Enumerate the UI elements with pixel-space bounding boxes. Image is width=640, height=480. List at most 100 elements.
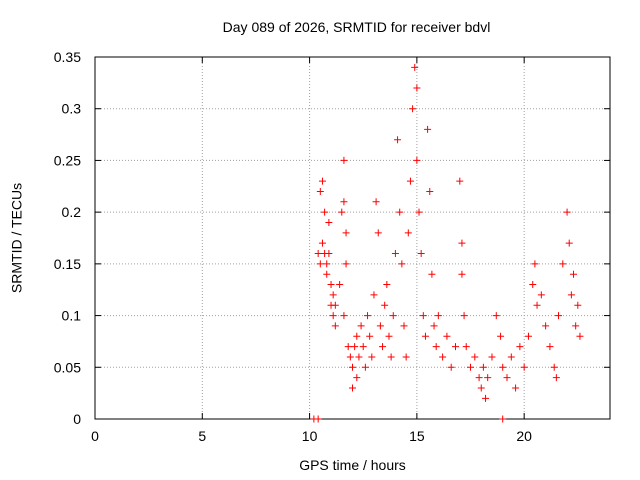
data-point <box>391 250 399 258</box>
data-point <box>559 260 567 268</box>
chart-title: Day 089 of 2026, SRMTID for receiver bdv… <box>223 19 491 35</box>
data-point <box>400 322 408 330</box>
y-tick-label: 0.1 <box>62 308 82 324</box>
data-point <box>344 343 352 351</box>
data-point <box>563 208 571 216</box>
data-point <box>439 353 447 361</box>
data-point <box>432 343 440 351</box>
data-point <box>381 301 389 309</box>
y-axis-label: SRMTID / TECUs <box>9 183 25 293</box>
data-point <box>533 301 541 309</box>
data-point <box>546 343 554 351</box>
y-tick-label: 0.15 <box>54 256 81 272</box>
data-point <box>499 415 507 423</box>
y-tick-label: 0.2 <box>62 204 82 220</box>
data-point <box>570 270 578 278</box>
data-point <box>499 363 507 371</box>
data-point <box>443 332 451 340</box>
data-point <box>419 312 427 320</box>
y-tick-label: 0.3 <box>62 101 82 117</box>
data-point <box>342 229 350 237</box>
data-point <box>413 84 421 92</box>
data-point <box>421 332 429 340</box>
data-point <box>396 208 404 216</box>
data-point <box>340 198 348 206</box>
data-point <box>364 312 372 320</box>
data-point <box>507 353 515 361</box>
data-point <box>467 363 475 371</box>
data-point <box>411 63 419 71</box>
data-point <box>471 353 479 361</box>
data-point <box>366 332 374 340</box>
data-point <box>529 281 537 289</box>
data-point <box>342 260 350 268</box>
data-point <box>372 198 380 206</box>
data-point <box>338 208 346 216</box>
data-point <box>329 312 337 320</box>
data-point <box>383 281 391 289</box>
data-point <box>329 291 337 299</box>
data-point <box>576 332 584 340</box>
y-tick-label: 0 <box>73 411 81 427</box>
tick-layer: 0 5 10 15 20 0 0.05 0.1 0.15 0.2 0.25 0.3 0.35 <box>54 49 610 444</box>
data-point <box>314 250 322 258</box>
data-point <box>361 363 369 371</box>
data-point <box>565 239 573 247</box>
data-point <box>379 343 387 351</box>
data-point <box>567 291 575 299</box>
data-point <box>331 301 339 309</box>
data-point <box>430 322 438 330</box>
data-point <box>316 260 324 268</box>
data-point <box>355 353 363 361</box>
data-point <box>434 312 442 320</box>
data-point <box>477 384 485 392</box>
data-point <box>413 156 421 164</box>
data-point <box>398 260 406 268</box>
data-point <box>323 270 331 278</box>
y-tick-label: 0.25 <box>54 152 81 168</box>
y-tick-label: 0.05 <box>54 359 81 375</box>
data-point <box>336 281 344 289</box>
data-point <box>503 374 511 382</box>
data-point <box>462 343 470 351</box>
data-point <box>555 312 562 320</box>
grid-layer <box>95 57 610 419</box>
data-point <box>351 343 359 351</box>
data-point <box>574 301 582 309</box>
data-point <box>314 415 322 423</box>
data-point <box>456 177 464 185</box>
x-tick-label: 20 <box>516 428 532 444</box>
data-point <box>424 125 432 133</box>
data-point <box>524 332 532 340</box>
data-point <box>404 229 412 237</box>
data-point <box>488 353 496 361</box>
data-point <box>460 312 468 320</box>
point-layer <box>310 63 584 423</box>
x-tick-label: 5 <box>198 428 206 444</box>
data-point <box>323 260 331 268</box>
data-point <box>368 353 376 361</box>
x-tick-label: 10 <box>302 428 318 444</box>
data-point <box>376 322 384 330</box>
data-point <box>340 312 348 320</box>
data-point <box>406 177 414 185</box>
data-point <box>428 270 436 278</box>
data-point <box>458 239 466 247</box>
data-point <box>516 343 524 351</box>
data-point <box>353 374 361 382</box>
data-point <box>327 281 335 289</box>
x-tick-label: 15 <box>409 428 425 444</box>
data-point <box>520 363 528 371</box>
data-point <box>325 250 333 258</box>
data-point <box>349 384 356 392</box>
data-point <box>426 187 434 195</box>
data-point <box>325 218 333 226</box>
data-point <box>531 260 539 268</box>
x-tick-label: 0 <box>91 428 99 444</box>
data-point <box>318 177 326 185</box>
x-axis-label: GPS time / hours <box>299 457 406 473</box>
data-point <box>389 312 397 320</box>
data-point <box>409 105 417 113</box>
data-point <box>374 229 382 237</box>
